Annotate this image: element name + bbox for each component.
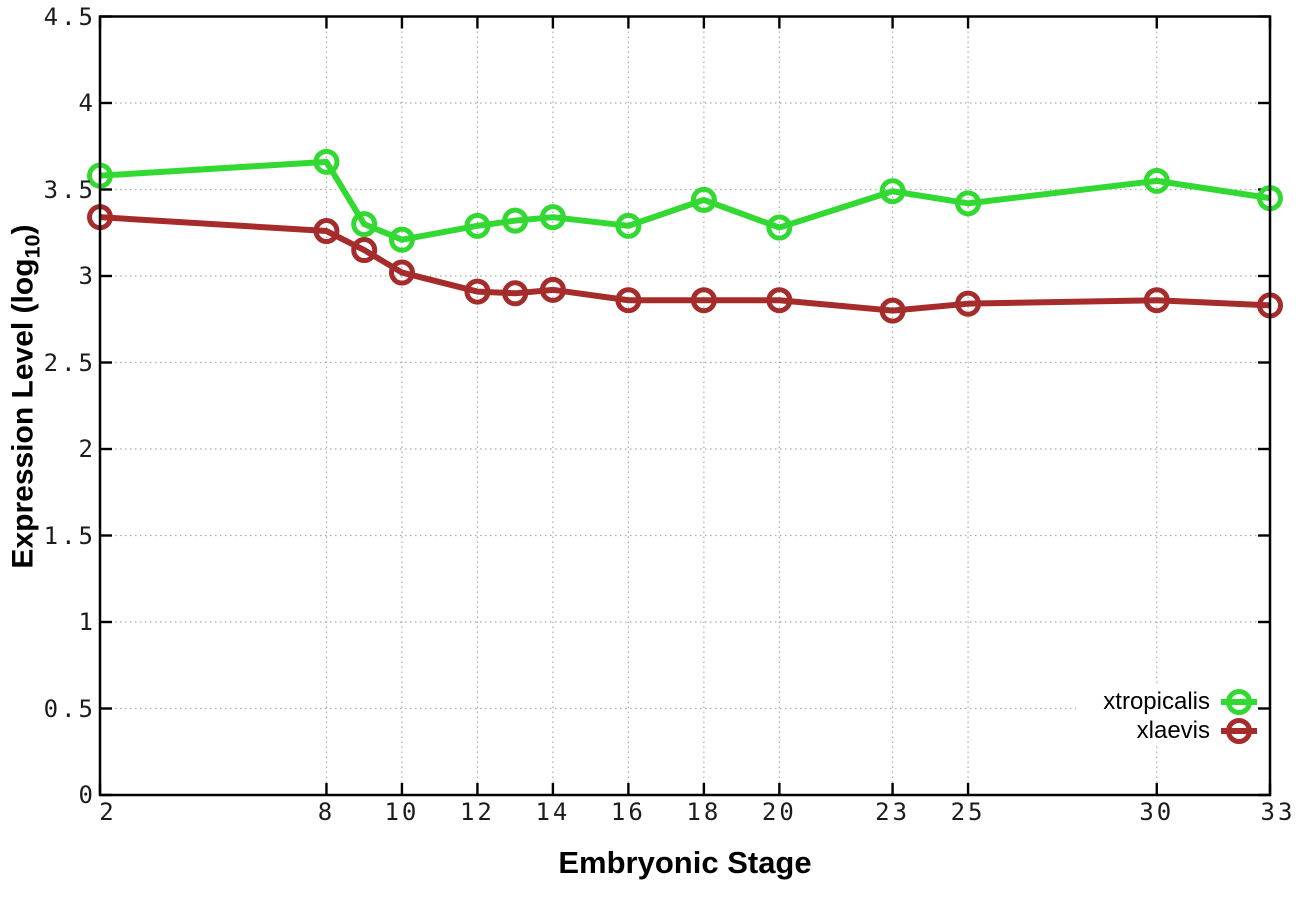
data-point-xlaevis (464, 278, 491, 305)
data-point-xlaevis (351, 237, 378, 264)
data-point-xtropicalis (313, 148, 340, 175)
x-tick-label-25: 25 (950, 798, 986, 826)
y-tick-label-0.5: 0.5 (43, 694, 96, 723)
y-tick-label-1: 1 (78, 608, 96, 636)
data-point-xtropicalis (464, 212, 491, 239)
data-point-xtropicalis (388, 226, 415, 253)
data-point-xlaevis (539, 276, 566, 303)
data-point-xlaevis (690, 287, 717, 314)
data-point-xlaevis (766, 287, 793, 314)
y-tick-label-4: 4 (78, 89, 96, 117)
data-point-xlaevis (388, 259, 415, 286)
y-tick-label-4.5: 4.5 (43, 2, 96, 31)
data-point-xtropicalis (955, 190, 982, 217)
legend-sample-marker-xlaevis (1226, 718, 1252, 744)
x-tick-label-12: 12 (459, 798, 495, 826)
data-point-xlaevis (615, 287, 642, 314)
y-tick-label-1.5: 1.5 (43, 521, 96, 550)
legend-label-xtropicalis: xtropicalis (1103, 688, 1210, 715)
data-point-xlaevis (955, 290, 982, 317)
legend-label-xlaevis: xlaevis (1136, 717, 1210, 744)
data-point-xtropicalis (690, 186, 717, 213)
data-point-xlaevis (1143, 287, 1170, 314)
y-tick-label-3: 3 (78, 262, 96, 290)
y-tick-label-2.5: 2.5 (43, 348, 96, 377)
data-point-xtropicalis (539, 204, 566, 231)
x-tick-label-20: 20 (761, 798, 797, 826)
plot-border (98, 15, 1272, 797)
data-point-xlaevis (313, 218, 340, 245)
data-point-xtropicalis (879, 178, 906, 205)
x-tick-label-23: 23 (875, 798, 911, 826)
data-point-xtropicalis (615, 212, 642, 239)
data-point-xtropicalis (351, 211, 378, 238)
x-tick-label-30: 30 (1139, 798, 1175, 826)
x-tick-label-33: 33 (1260, 798, 1296, 826)
data-point-xtropicalis (502, 207, 529, 234)
x-tick-label-18: 18 (686, 798, 722, 826)
y-tick-label-2: 2 (78, 435, 96, 463)
x-tick-label-2: 2 (99, 798, 117, 826)
data-point-xtropicalis (1143, 167, 1170, 194)
series-line-xlaevis (99, 214, 1271, 314)
legend-sample-marker-xtropicalis (1226, 689, 1252, 715)
data-point-xlaevis (879, 297, 906, 324)
x-tick-label-10: 10 (384, 798, 420, 826)
x-tick-label-8: 8 (317, 798, 336, 826)
y-tick-label-3.5: 3.5 (43, 175, 96, 204)
x-tick-label-16: 16 (610, 798, 646, 826)
y-tick-label-0: 0 (78, 781, 96, 809)
data-point-xtropicalis (766, 214, 793, 241)
x-axis-title: Embryonic Stage (558, 845, 812, 880)
data-point-xlaevis (502, 280, 529, 307)
x-tick-label-14: 14 (535, 798, 571, 826)
